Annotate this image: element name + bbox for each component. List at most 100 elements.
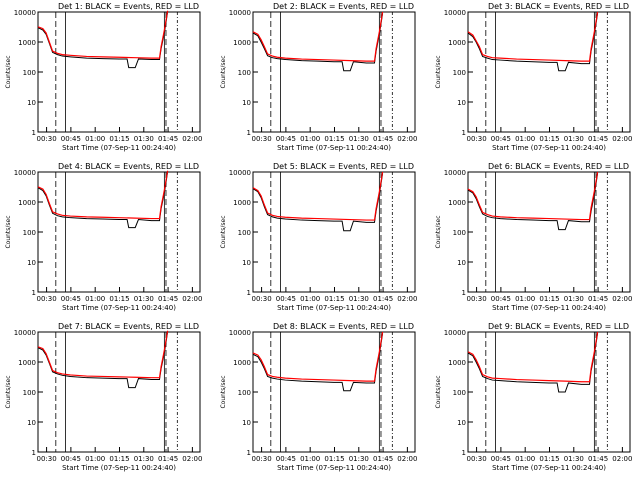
x-tick-label: 00:45 xyxy=(61,455,81,463)
x-tick-label: 00:45 xyxy=(276,295,296,303)
y-tick-label: 1 xyxy=(462,289,466,297)
series-lld-line xyxy=(252,331,384,382)
x-tick-label: 01:45 xyxy=(588,135,608,143)
x-axis-label: Start Time (07-Sep-11 00:24:40) xyxy=(492,304,606,312)
x-tick-label: 00:30 xyxy=(36,455,56,463)
series-lld-line xyxy=(467,171,599,221)
y-tick-label: 10000 xyxy=(14,169,36,177)
y-tick-label: 1 xyxy=(247,289,251,297)
x-tick-label: 01:00 xyxy=(515,455,535,463)
y-axis-label: Counts/sec xyxy=(435,55,442,88)
series-lld-line xyxy=(467,331,599,383)
series-events-line xyxy=(37,331,169,389)
y-tick-label: 10 xyxy=(457,419,466,427)
y-axis-label: Counts/sec xyxy=(220,55,227,88)
x-tick-label: 00:30 xyxy=(251,295,271,303)
series-lld-line xyxy=(37,10,169,59)
y-tick-label: 1000 xyxy=(448,39,466,47)
y-tick-label: 10000 xyxy=(14,9,36,17)
x-tick-label: 01:15 xyxy=(109,455,129,463)
x-tick-label: 01:30 xyxy=(349,455,369,463)
x-tick-label: 00:45 xyxy=(276,455,296,463)
chart-title: Det 5: BLACK = Events, RED = LLD xyxy=(273,162,414,171)
series-events-line xyxy=(467,13,599,72)
x-tick-label: 01:00 xyxy=(300,455,320,463)
plot-frame xyxy=(467,331,631,453)
x-tick-label: 02:00 xyxy=(612,135,632,143)
x-tick-label: 01:30 xyxy=(349,135,369,143)
x-axis-label: Start Time (07-Sep-11 00:24:40) xyxy=(62,144,176,152)
y-tick-label: 100 xyxy=(23,389,36,397)
y-axis-label: Counts/sec xyxy=(5,215,12,248)
x-tick-label: 01:45 xyxy=(158,455,178,463)
y-tick-label: 10 xyxy=(242,419,251,427)
y-tick-label: 100 xyxy=(453,69,466,77)
x-tick-label: 01:30 xyxy=(564,295,584,303)
panel-det-7: Det 7: BLACK = Events, RED = LLD 1 10 100 10… xyxy=(5,322,202,472)
x-tick-label: 01:30 xyxy=(564,135,584,143)
y-tick-label: 10 xyxy=(27,99,36,107)
x-tick-label: 01:00 xyxy=(300,135,320,143)
x-tick-label: 01:30 xyxy=(134,135,154,143)
panel-det-3: Det 3: BLACK = Events, RED = LLD 1 10 100 10… xyxy=(435,2,632,152)
x-tick-label: 00:30 xyxy=(36,135,56,143)
x-tick-label: 01:15 xyxy=(324,135,344,143)
x-tick-label: 01:15 xyxy=(539,295,559,303)
y-tick-label: 100 xyxy=(238,69,251,77)
x-tick-label: 01:15 xyxy=(539,135,559,143)
x-tick-label: 01:30 xyxy=(349,295,369,303)
x-axis-label: Start Time (07-Sep-11 00:24:40) xyxy=(62,304,176,312)
plot-frame xyxy=(467,11,631,133)
y-axis-label: Counts/sec xyxy=(220,215,227,248)
y-tick-label: 1000 xyxy=(233,199,251,207)
plot-frame xyxy=(252,171,416,293)
x-tick-label: 01:45 xyxy=(373,135,393,143)
x-tick-label: 01:45 xyxy=(158,135,178,143)
x-tick-label: 02:00 xyxy=(397,135,417,143)
series-events-line xyxy=(252,173,384,232)
x-tick-label: 01:00 xyxy=(515,135,535,143)
y-tick-label: 1 xyxy=(32,289,36,297)
x-tick-label: 02:00 xyxy=(182,295,202,303)
y-tick-label: 1 xyxy=(32,449,36,457)
y-axis-label: Counts/sec xyxy=(5,55,12,88)
chart-title: Det 2: BLACK = Events, RED = LLD xyxy=(273,2,414,11)
y-tick-label: 10 xyxy=(457,99,466,107)
x-tick-label: 01:45 xyxy=(373,455,393,463)
x-tick-label: 00:45 xyxy=(491,295,511,303)
x-axis-label: Start Time (07-Sep-11 00:24:40) xyxy=(62,464,176,472)
y-tick-label: 1 xyxy=(32,129,36,137)
y-tick-label: 10000 xyxy=(444,9,466,17)
chart-title: Det 6: BLACK = Events, RED = LLD xyxy=(488,162,629,171)
plot-frame xyxy=(37,331,201,453)
plot-frame xyxy=(37,171,201,293)
x-axis-label: Start Time (07-Sep-11 00:24:40) xyxy=(492,464,606,472)
y-tick-label: 1000 xyxy=(233,359,251,367)
x-tick-label: 00:30 xyxy=(466,135,486,143)
x-tick-label: 00:30 xyxy=(36,295,56,303)
x-tick-label: 01:00 xyxy=(515,295,535,303)
x-tick-label: 01:45 xyxy=(158,295,178,303)
series-lld-line xyxy=(37,330,169,379)
series-events-line xyxy=(252,13,384,72)
series-lld-line xyxy=(252,171,384,221)
x-tick-label: 02:00 xyxy=(397,295,417,303)
x-tick-label: 00:30 xyxy=(251,135,271,143)
y-tick-label: 1 xyxy=(462,449,466,457)
x-tick-label: 01:15 xyxy=(109,135,129,143)
series-events-line xyxy=(37,171,169,229)
series-lld-line xyxy=(37,170,169,220)
x-tick-label: 00:45 xyxy=(491,135,511,143)
y-tick-label: 100 xyxy=(453,389,466,397)
y-tick-label: 1 xyxy=(247,449,251,457)
y-tick-label: 100 xyxy=(23,229,36,237)
x-tick-label: 02:00 xyxy=(612,295,632,303)
y-tick-label: 10000 xyxy=(229,169,251,177)
chart-title: Det 3: BLACK = Events, RED = LLD xyxy=(488,2,629,11)
panel-det-4: Det 4: BLACK = Events, RED = LLD 1 10 100 10… xyxy=(5,162,202,312)
x-tick-label: 01:15 xyxy=(539,455,559,463)
plot-frame xyxy=(467,171,631,293)
x-tick-label: 00:45 xyxy=(61,135,81,143)
chart-title: Det 8: BLACK = Events, RED = LLD xyxy=(273,322,414,331)
y-axis-label: Counts/sec xyxy=(5,375,12,408)
